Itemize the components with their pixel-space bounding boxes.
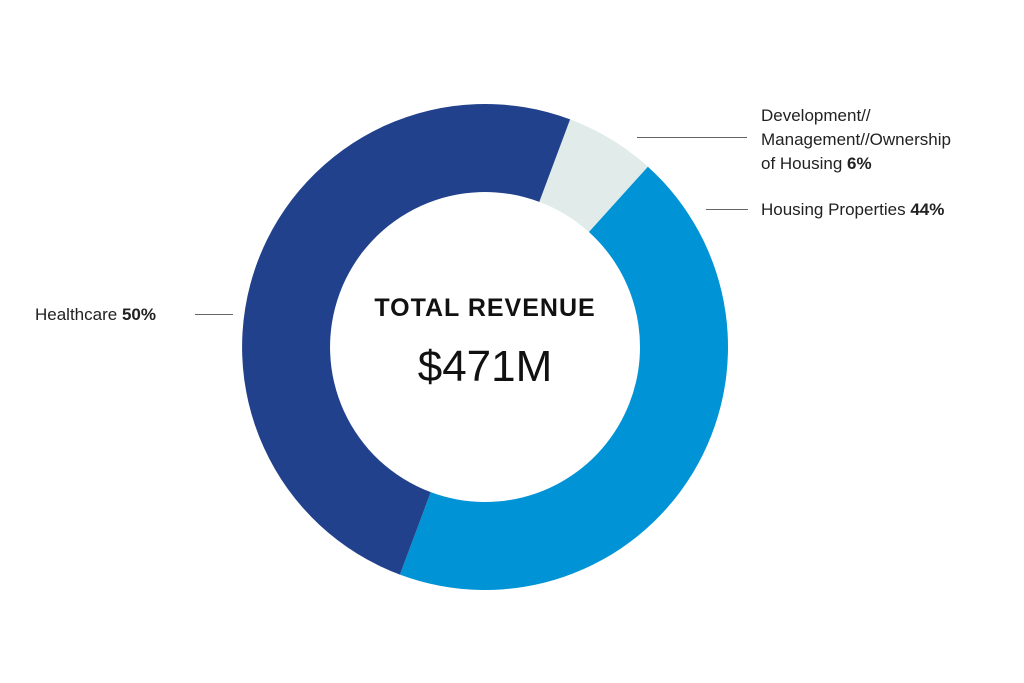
value-label: 6% <box>847 154 872 173</box>
legend-label-healthcare: Healthcare 50% <box>35 303 156 327</box>
label-line: Development// <box>761 106 871 125</box>
legend-label-housing: Housing Properties 44% <box>761 198 944 222</box>
legend-label-development: Development// Management//Ownership of H… <box>761 104 951 176</box>
donut-slice-development <box>539 119 648 232</box>
value-label: 50% <box>121 305 156 324</box>
center-value: $471M <box>417 342 553 391</box>
donut-slice-healthcare <box>242 104 571 575</box>
leader-line-development <box>637 137 747 138</box>
donut-slice-housing <box>399 166 728 590</box>
label-line: of Housing <box>761 154 843 173</box>
slice-label: Housing Properties <box>761 200 906 219</box>
center-title: TOTAL REVENUE <box>374 294 596 322</box>
leader-line-housing <box>706 209 748 210</box>
leader-line-healthcare <box>195 314 233 315</box>
slice-label: Healthcare <box>35 305 118 324</box>
label-line: Management//Ownership <box>761 130 951 149</box>
value-label: 44% <box>910 200 945 219</box>
